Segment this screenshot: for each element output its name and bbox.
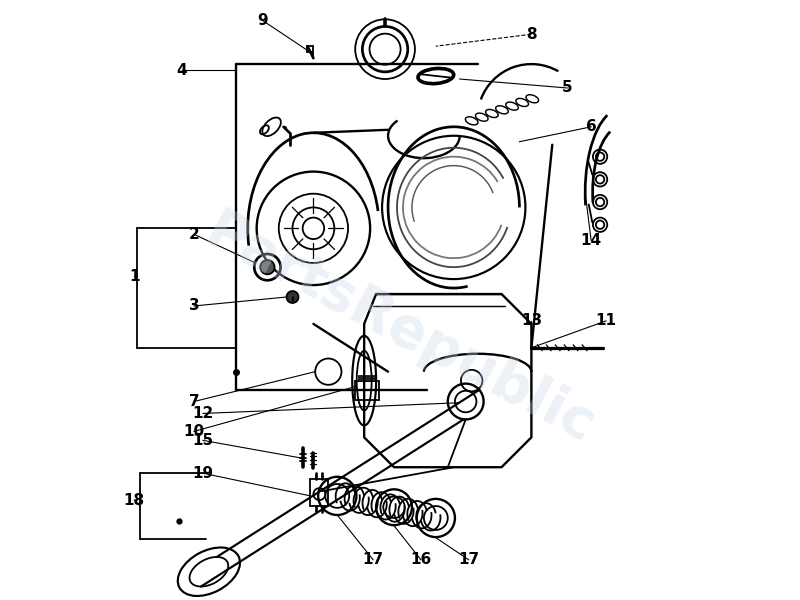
Text: 8: 8 bbox=[526, 27, 537, 42]
Text: 7: 7 bbox=[189, 394, 199, 409]
Text: 15: 15 bbox=[192, 433, 214, 448]
Text: 13: 13 bbox=[521, 313, 542, 328]
Text: 5: 5 bbox=[562, 80, 573, 95]
Circle shape bbox=[260, 260, 274, 274]
Text: 17: 17 bbox=[362, 552, 384, 567]
Text: 19: 19 bbox=[192, 466, 214, 481]
Text: 2: 2 bbox=[189, 227, 199, 242]
Text: 16: 16 bbox=[410, 552, 431, 567]
Text: 3: 3 bbox=[189, 298, 199, 313]
Bar bbox=[355, 380, 379, 400]
Bar bbox=[358, 374, 376, 380]
Text: 1: 1 bbox=[129, 269, 139, 284]
Text: 9: 9 bbox=[258, 13, 268, 28]
Text: 10: 10 bbox=[183, 424, 205, 439]
Text: 14: 14 bbox=[581, 233, 602, 248]
Text: 12: 12 bbox=[192, 406, 214, 421]
Circle shape bbox=[286, 291, 298, 303]
Text: 6: 6 bbox=[586, 119, 597, 134]
Text: 17: 17 bbox=[458, 552, 479, 567]
Text: PartsRepublic: PartsRepublic bbox=[196, 204, 604, 455]
Text: 11: 11 bbox=[595, 313, 617, 328]
Text: 18: 18 bbox=[124, 493, 145, 508]
Text: 4: 4 bbox=[177, 62, 187, 77]
